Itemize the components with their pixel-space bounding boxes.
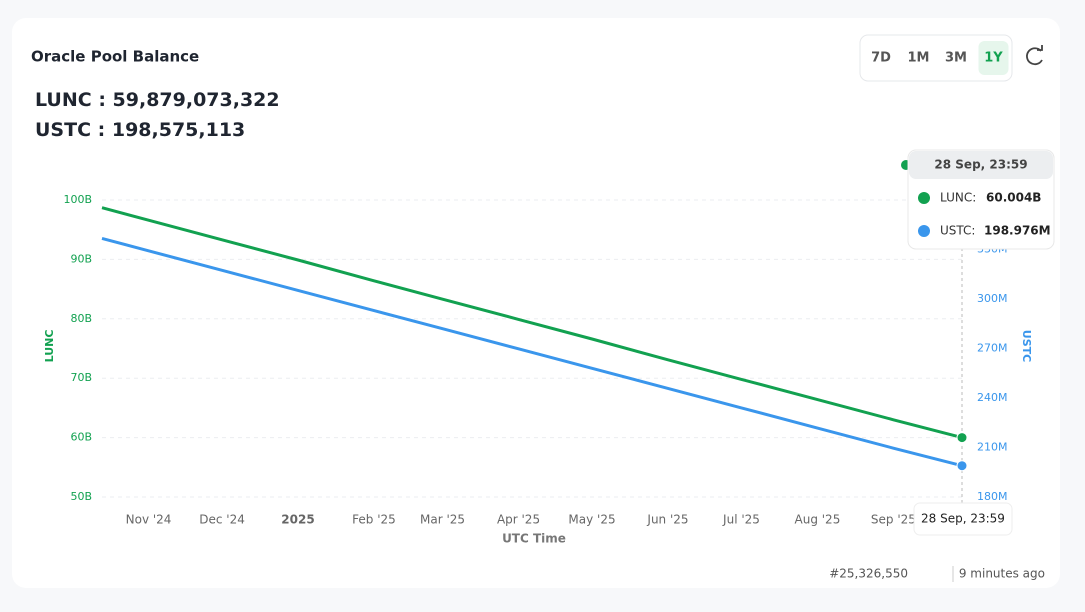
x-axis-title: UTC Time bbox=[502, 532, 566, 546]
x-tick-label: Jun '25 bbox=[646, 513, 688, 527]
y2-tick-label: 210M bbox=[977, 441, 1008, 454]
range-button[interactable]: 1M bbox=[908, 51, 930, 66]
y-tick-label: 100B bbox=[63, 193, 92, 206]
y2-tick-label: 240M bbox=[977, 391, 1008, 404]
range-active-bg bbox=[978, 41, 1009, 75]
x-tick-label: Apr '25 bbox=[497, 513, 540, 527]
tooltip-value: 198.976M bbox=[984, 224, 1051, 238]
balance-value: 59,879,073,322 bbox=[113, 89, 280, 111]
y-tick-label: 80B bbox=[70, 312, 92, 325]
plot: 50B60B70B80B90B100B180M210M240M270M300M3… bbox=[43, 149, 1055, 546]
x-tick-label: Nov '24 bbox=[126, 513, 172, 527]
y-tick-label: 90B bbox=[70, 252, 92, 265]
balance-label: LUNC : bbox=[35, 89, 113, 111]
y-tick-label: 60B bbox=[70, 431, 92, 444]
range-button[interactable]: 7D bbox=[871, 51, 891, 66]
range-buttons: 7D 1M 3M 1Y bbox=[871, 41, 1009, 75]
y-tick-label: 50B bbox=[70, 490, 92, 503]
refresh-icon bbox=[1026, 47, 1043, 66]
x-tick-label: Sep '25 bbox=[871, 513, 916, 527]
y2-axis-title: USTC bbox=[1020, 330, 1033, 362]
end-point bbox=[956, 460, 968, 472]
tooltip-head bbox=[909, 151, 1053, 179]
tooltip-label: LUNC: bbox=[940, 191, 976, 205]
range-label: 7D bbox=[871, 51, 891, 66]
y-axis-title: LUNC bbox=[43, 330, 56, 363]
x-tick-label: Mar '25 bbox=[420, 513, 465, 527]
crosshair-label-bg bbox=[913, 502, 1013, 536]
balance-value: 198,575,113 bbox=[112, 119, 245, 141]
updated: 9 minutes ago bbox=[959, 567, 1045, 581]
range-button[interactable]: 3M bbox=[945, 51, 967, 66]
y2-tick-label: 180M bbox=[977, 490, 1008, 503]
tooltip-date: 28 Sep, 23:59 bbox=[934, 158, 1027, 172]
x-tick-label: 2025 bbox=[281, 513, 314, 527]
tooltip-dot bbox=[918, 225, 930, 237]
line bbox=[101, 236, 963, 468]
tooltip-label: USTC: bbox=[940, 224, 975, 238]
x-tick-label: Dec '24 bbox=[199, 513, 245, 527]
y2-tick-label: 270M bbox=[977, 342, 1008, 355]
y2-tick-label: 300M bbox=[977, 292, 1008, 305]
range-button[interactable]: 1Y bbox=[978, 41, 1009, 75]
balance-label: USTC : bbox=[35, 119, 112, 141]
block-height: #25,326,550 bbox=[829, 567, 908, 581]
range-label: 1M bbox=[908, 51, 930, 66]
x-tick-label: Feb '25 bbox=[352, 513, 396, 527]
tooltip-value: 60.004B bbox=[986, 191, 1041, 205]
balance-lunc: LUNC : 59,879,073,322 bbox=[35, 89, 280, 111]
balance-ustc: USTC : 198,575,113 bbox=[35, 119, 245, 141]
title: Oracle Pool Balance bbox=[31, 48, 199, 66]
card bbox=[12, 18, 1060, 588]
end-point bbox=[956, 432, 968, 444]
range-group bbox=[859, 34, 1013, 82]
crosshair-label: 28 Sep, 23:59 bbox=[921, 512, 1005, 526]
line bbox=[101, 206, 963, 440]
range-label: 1Y bbox=[984, 51, 1003, 66]
x-tick-label: Aug '25 bbox=[795, 513, 841, 527]
x-tick-label: Jul '25 bbox=[722, 513, 760, 527]
tooltip-dot bbox=[918, 192, 930, 204]
refresh-arrow bbox=[1037, 45, 1043, 51]
range-label: 3M bbox=[945, 51, 967, 66]
refresh-button[interactable] bbox=[1026, 45, 1043, 66]
x-tick-label: May '25 bbox=[568, 513, 615, 527]
y-tick-label: 70B bbox=[70, 371, 92, 384]
